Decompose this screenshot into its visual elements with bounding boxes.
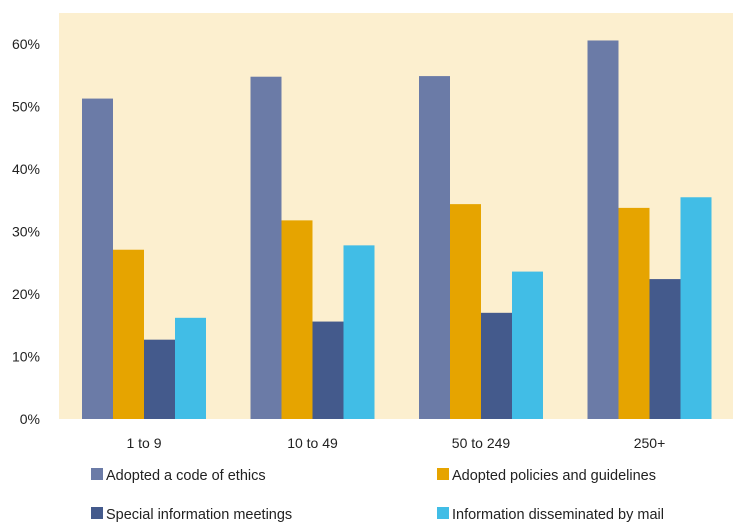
bar-information-disseminated-by-mail-1-to-9 [175,317,206,419]
legend-label-adopted-a-code-of-ethics: Adopted a code of ethics [106,468,266,484]
bar-information-disseminated-by-mail-50-to-249 [512,271,543,419]
legend-label-information-disseminated-by-mail: Information disseminated by mail [452,507,664,523]
y-tick-label: 0% [20,411,40,427]
bar-adopted-a-code-of-ethics-1-to-9 [82,98,113,419]
bar-adopted-a-code-of-ethics-10-to-49 [250,76,282,420]
legend-swatch-adopted-a-code-of-ethics [91,468,103,480]
bars [82,40,712,420]
legend-swatch-adopted-policies-and-guidelines [437,468,449,480]
x-tick-label: 250+ [634,435,666,451]
bar-information-disseminated-by-mail-10-to-49 [343,245,375,419]
y-tick-label: 40% [12,161,40,177]
y-axis: 0% 10% 20% 30% 40% 50% 60% [12,36,40,427]
x-tick-label: 10 to 49 [287,435,338,451]
bar-special-information-meetings-50-to-249 [481,312,512,419]
y-tick-label: 20% [12,286,40,302]
bar-adopted-policies-and-guidelines-1-to-9 [113,249,144,419]
legend-label-adopted-policies-and-guidelines: Adopted policies and guidelines [452,468,656,484]
bar-adopted-a-code-of-ethics-50-to-249 [419,76,450,419]
x-tick-label: 50 to 249 [452,435,511,451]
y-tick-label: 60% [12,36,40,52]
bar-information-disseminated-by-mail-250- [680,197,712,419]
legend-swatch-information-disseminated-by-mail [437,507,449,519]
bar-special-information-meetings-10-to-49 [312,321,344,419]
bar-special-information-meetings-250- [649,279,681,419]
x-tick-label: 1 to 9 [126,435,161,451]
legend: Adopted a code of ethics Adopted policies… [91,468,664,523]
y-tick-label: 30% [12,224,40,240]
y-tick-label: 50% [12,99,40,115]
y-tick-label: 10% [12,349,40,365]
bar-adopted-a-code-of-ethics-250- [587,40,619,419]
legend-swatch-special-information-meetings [91,507,103,519]
bar-adopted-policies-and-guidelines-10-to-49 [281,220,313,419]
x-axis: 1 to 9 10 to 49 50 to 249 250+ [126,435,665,451]
legend-label-special-information-meetings: Special information meetings [106,507,292,523]
bar-adopted-policies-and-guidelines-250- [618,207,650,419]
bar-adopted-policies-and-guidelines-50-to-249 [450,204,481,419]
bar-special-information-meetings-1-to-9 [144,339,175,419]
